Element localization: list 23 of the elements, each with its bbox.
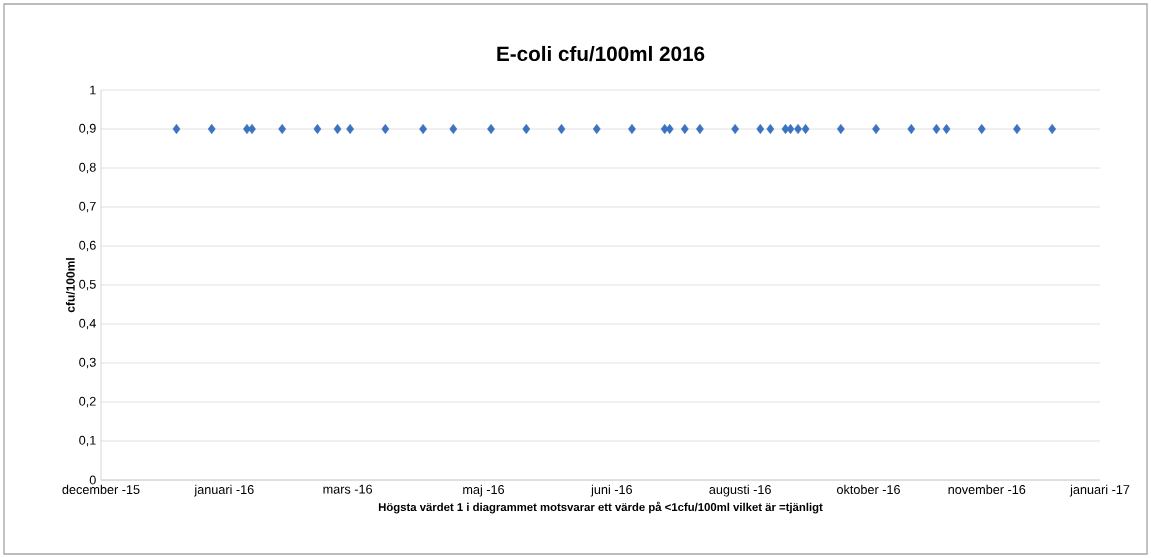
y-tick-label: 1 bbox=[90, 85, 96, 95]
y-tick-label: 0,1 bbox=[79, 435, 96, 447]
x-axis-title: Högsta värdet 1 i diagrammet motsvarar ett värde på <1cfu/100ml vilket är =tjänligt bbox=[378, 501, 823, 514]
y-axis-title: cfu/100ml bbox=[65, 258, 75, 313]
x-tick-label: mars -16 bbox=[323, 484, 373, 494]
x-tick-label: oktober -16 bbox=[836, 484, 900, 495]
x-tick-label: juni -16 bbox=[590, 484, 633, 497]
y-tick-label: 0,6 bbox=[79, 240, 96, 252]
y-tick-label: 0,9 bbox=[79, 123, 96, 135]
y-tick-label: 0,2 bbox=[79, 396, 96, 408]
y-tick-label: 0,3 bbox=[79, 357, 96, 369]
y-tick-label: 0,5 bbox=[79, 279, 96, 291]
x-tick-label: januari -16 bbox=[194, 484, 254, 497]
x-tick-label: januari -17 bbox=[1069, 484, 1130, 497]
x-tick-label: december -15 bbox=[62, 484, 140, 495]
y-tick-label: 0,7 bbox=[79, 201, 96, 213]
y-tick-label: 0 bbox=[89, 475, 96, 485]
x-tick-label: november -16 bbox=[948, 484, 1026, 495]
y-tick-label: 0,4 bbox=[79, 318, 96, 330]
y-tick-label: 0,8 bbox=[79, 162, 96, 174]
chart-title: E-coli cfu/100ml 2016 bbox=[497, 45, 705, 62]
x-tick-label: maj -16 bbox=[463, 484, 505, 497]
x-tick-label: augusti -16 bbox=[709, 484, 771, 497]
